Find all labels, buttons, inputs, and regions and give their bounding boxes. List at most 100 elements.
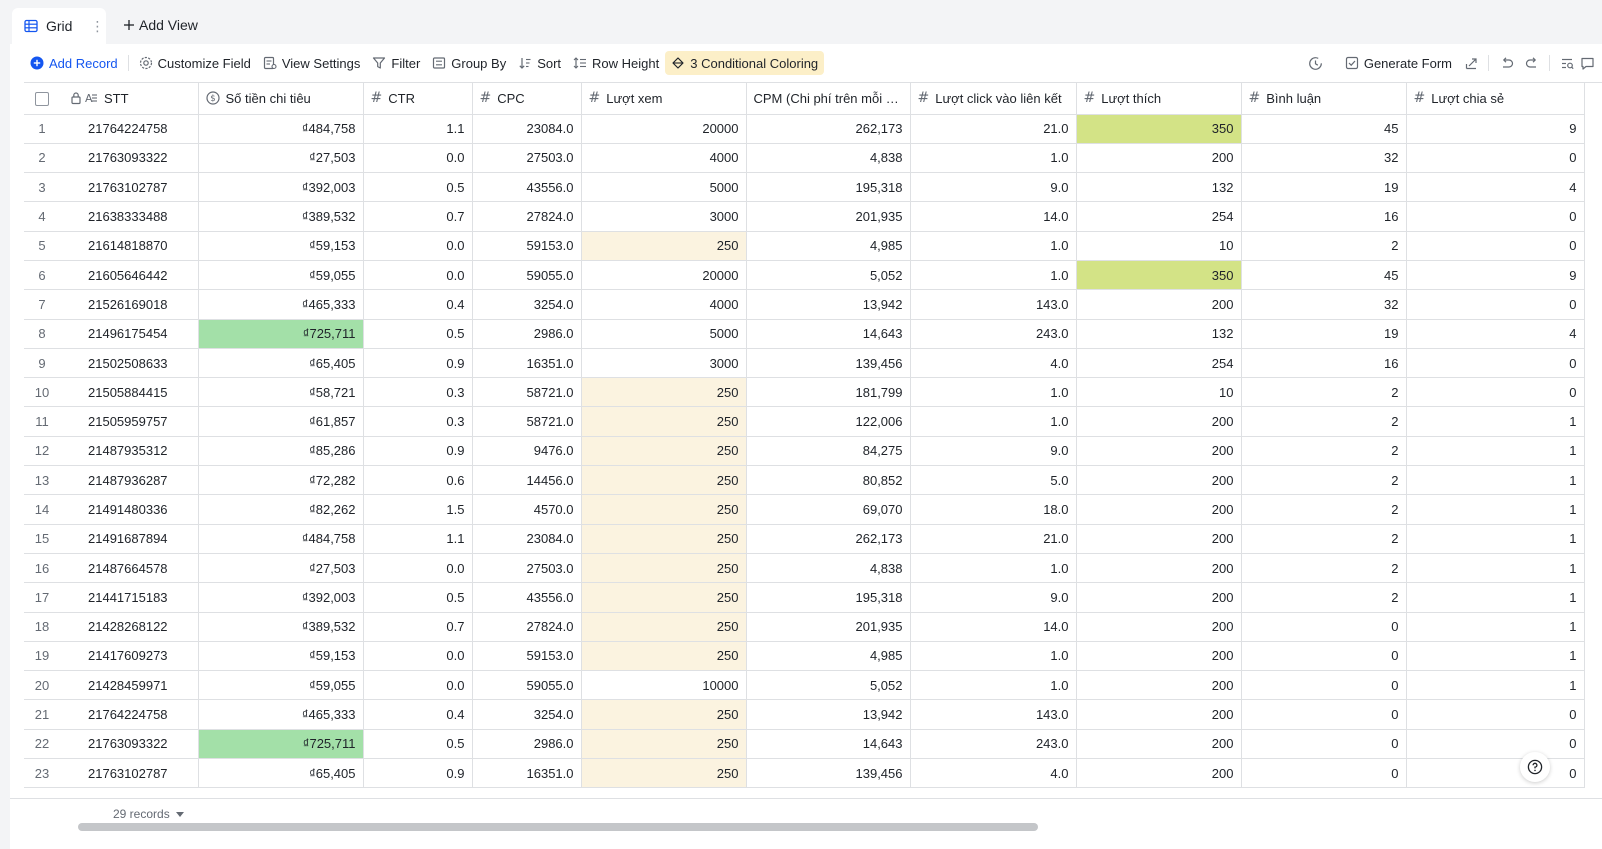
cell-ctr[interactable]: 0.5 bbox=[363, 729, 473, 760]
cell-comments[interactable]: 19 bbox=[1241, 319, 1407, 349]
cell-ctr[interactable]: 0.0 bbox=[363, 641, 473, 672]
cell-clicks[interactable]: 1.0 bbox=[910, 377, 1077, 408]
horizontal-scrollbar[interactable] bbox=[78, 823, 1038, 831]
cell-views[interactable]: 250 bbox=[581, 582, 747, 613]
cell-stt[interactable]: 21763102787 bbox=[60, 172, 199, 203]
cell-spend[interactable]: ₫59,055 bbox=[198, 260, 364, 291]
cell-likes[interactable]: 200 bbox=[1076, 582, 1242, 613]
cell-views[interactable]: 250 bbox=[581, 553, 747, 584]
cell-clicks[interactable]: 9.0 bbox=[910, 172, 1077, 203]
cell-likes[interactable]: 10 bbox=[1076, 231, 1242, 261]
cell-shares[interactable]: 1 bbox=[1406, 406, 1585, 437]
cell-stt[interactable]: 21763093322 bbox=[60, 143, 199, 174]
cell-cpc[interactable]: 59055.0 bbox=[472, 260, 582, 291]
table-row[interactable]: 22 21763093322 ₫725,711 0.5 2986.0 250 14,643 2… bbox=[24, 729, 1585, 760]
cell-ctr[interactable]: 0.5 bbox=[363, 172, 473, 203]
comment-icon[interactable] bbox=[1580, 51, 1602, 75]
cell-cpm[interactable]: 195,318 bbox=[746, 172, 911, 203]
select-all-header[interactable] bbox=[24, 83, 60, 115]
cell-spend[interactable]: ₫61,857 bbox=[198, 406, 364, 437]
cell-shares[interactable]: 1 bbox=[1406, 612, 1585, 642]
column-header-shares[interactable]: # Lượt chia sẻ bbox=[1406, 83, 1585, 115]
cell-shares[interactable]: 1 bbox=[1406, 494, 1585, 525]
cell-ctr[interactable]: 0.9 bbox=[363, 758, 473, 789]
row-number[interactable]: 19 bbox=[24, 641, 60, 672]
row-number[interactable]: 18 bbox=[24, 612, 60, 642]
table-row[interactable]: 21 21764224758 ₫465,333 0.4 3254.0 250 13,942 1… bbox=[24, 699, 1585, 730]
cell-spend[interactable]: ₫484,758 bbox=[198, 114, 364, 144]
cell-likes[interactable]: 254 bbox=[1076, 201, 1242, 232]
cell-stt[interactable]: 21441715183 bbox=[60, 582, 199, 613]
cell-comments[interactable]: 2 bbox=[1241, 494, 1407, 525]
cell-clicks[interactable]: 243.0 bbox=[910, 729, 1077, 760]
cell-views[interactable]: 250 bbox=[581, 699, 747, 730]
cell-cpc[interactable]: 27503.0 bbox=[472, 553, 582, 584]
cell-ctr[interactable]: 0.3 bbox=[363, 377, 473, 408]
cell-cpm[interactable]: 13,942 bbox=[746, 699, 911, 730]
table-row[interactable]: 9 21502508633 ₫65,405 0.9 16351.0 3000 139,456… bbox=[24, 348, 1585, 379]
cell-cpc[interactable]: 3254.0 bbox=[472, 289, 582, 320]
cell-stt[interactable]: 21496175454 bbox=[60, 319, 199, 349]
cell-views[interactable]: 250 bbox=[581, 729, 747, 760]
row-number[interactable]: 15 bbox=[24, 524, 60, 554]
cell-spend[interactable]: ₫59,153 bbox=[198, 231, 364, 261]
cell-shares[interactable]: 1 bbox=[1406, 670, 1585, 701]
cell-cpm[interactable]: 262,173 bbox=[746, 114, 911, 144]
cell-shares[interactable]: 0 bbox=[1406, 231, 1585, 261]
cell-clicks[interactable]: 1.0 bbox=[910, 553, 1077, 584]
group-by-button[interactable]: Group By bbox=[426, 51, 512, 75]
records-count-dropdown[interactable]: 29 records bbox=[113, 807, 184, 821]
cell-ctr[interactable]: 1.5 bbox=[363, 494, 473, 525]
cell-shares[interactable]: 4 bbox=[1406, 319, 1585, 349]
cell-clicks[interactable]: 143.0 bbox=[910, 699, 1077, 730]
cell-spend[interactable]: ₫389,532 bbox=[198, 201, 364, 232]
cell-spend[interactable]: ₫392,003 bbox=[198, 172, 364, 203]
cell-shares[interactable]: 4 bbox=[1406, 172, 1585, 203]
cell-stt[interactable]: 21428459971 bbox=[60, 670, 199, 701]
table-row[interactable]: 17 21441715183 ₫392,003 0.5 43556.0 250 195,31… bbox=[24, 582, 1585, 613]
row-number[interactable]: 1 bbox=[24, 114, 60, 144]
cell-ctr[interactable]: 0.4 bbox=[363, 289, 473, 320]
cell-clicks[interactable]: 14.0 bbox=[910, 201, 1077, 232]
cell-cpc[interactable]: 27824.0 bbox=[472, 201, 582, 232]
cell-comments[interactable]: 2 bbox=[1241, 582, 1407, 613]
cell-stt[interactable]: 21614818870 bbox=[60, 231, 199, 261]
cell-cpm[interactable]: 201,935 bbox=[746, 612, 911, 642]
cell-spend[interactable]: ₫725,711 bbox=[198, 319, 364, 349]
row-number[interactable]: 3 bbox=[24, 172, 60, 203]
cell-cpc[interactable]: 43556.0 bbox=[472, 172, 582, 203]
cell-cpm[interactable]: 4,985 bbox=[746, 641, 911, 672]
cell-cpm[interactable]: 201,935 bbox=[746, 201, 911, 232]
generate-form-button[interactable]: Generate Form bbox=[1339, 51, 1458, 75]
sort-button[interactable]: Sort bbox=[512, 51, 567, 75]
cell-clicks[interactable]: 4.0 bbox=[910, 348, 1077, 379]
cell-views[interactable]: 4000 bbox=[581, 143, 747, 174]
cell-views[interactable]: 5000 bbox=[581, 319, 747, 349]
row-number[interactable]: 23 bbox=[24, 758, 60, 789]
cell-likes[interactable]: 132 bbox=[1076, 172, 1242, 203]
share-icon[interactable] bbox=[1458, 51, 1484, 75]
cell-cpc[interactable]: 23084.0 bbox=[472, 524, 582, 554]
row-height-button[interactable]: Row Height bbox=[567, 51, 665, 75]
cell-stt[interactable]: 21605646442 bbox=[60, 260, 199, 291]
cell-likes[interactable]: 200 bbox=[1076, 758, 1242, 789]
cell-ctr[interactable]: 0.0 bbox=[363, 143, 473, 174]
filter-button[interactable]: Filter bbox=[366, 51, 426, 75]
cell-cpm[interactable]: 139,456 bbox=[746, 348, 911, 379]
undo-icon[interactable] bbox=[1493, 51, 1519, 75]
cell-spend[interactable]: ₫484,758 bbox=[198, 524, 364, 554]
search-records-icon[interactable] bbox=[1554, 51, 1580, 75]
cell-shares[interactable]: 0 bbox=[1406, 201, 1585, 232]
cell-spend[interactable]: ₫389,532 bbox=[198, 612, 364, 642]
cell-cpc[interactable]: 27824.0 bbox=[472, 612, 582, 642]
row-number[interactable]: 20 bbox=[24, 670, 60, 701]
cell-stt[interactable]: 21763102787 bbox=[60, 758, 199, 789]
cell-shares[interactable]: 1 bbox=[1406, 524, 1585, 554]
column-header-views[interactable]: # Lượt xem bbox=[581, 83, 747, 115]
cell-comments[interactable]: 2 bbox=[1241, 377, 1407, 408]
customize-field-button[interactable]: Customize Field bbox=[133, 51, 257, 75]
table-row[interactable]: 20 21428459971 ₫59,055 0.0 59055.0 10000 5,052… bbox=[24, 670, 1585, 701]
cell-clicks[interactable]: 1.0 bbox=[910, 231, 1077, 261]
cell-clicks[interactable]: 1.0 bbox=[910, 641, 1077, 672]
cell-clicks[interactable]: 9.0 bbox=[910, 582, 1077, 613]
